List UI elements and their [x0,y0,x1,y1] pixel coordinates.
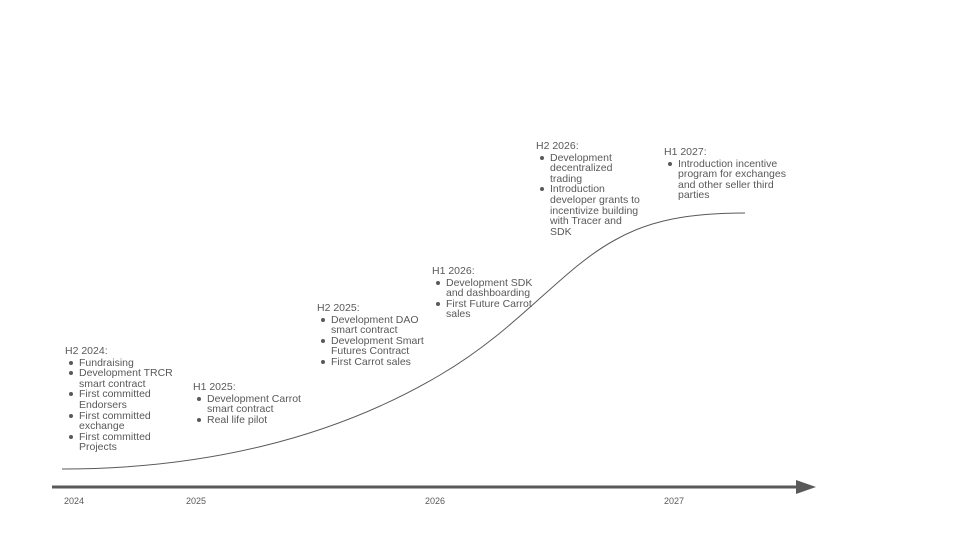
bullet-icon [69,371,73,376]
milestone-title: H2 2024: [65,345,108,357]
milestone-item: First Carrot sales [317,357,427,368]
milestone-item: Fundraising [65,357,175,369]
milestone-h1-2026: H1 2026: Development SDK and dashboardin… [432,266,547,320]
milestone-h2-2026: H2 2026: Development decentralized tradi… [536,141,641,237]
bullet-icon [69,360,73,365]
year-label-2026: 2026 [425,496,446,506]
milestone-title: H1 2026: [432,265,475,277]
bullet-icon [69,434,73,439]
milestone-item: First committed Endorsers [65,389,175,410]
year-label-2027: 2027 [664,496,685,506]
milestone-title: H1 2027: [664,146,707,158]
milestone-item: Introduction developer grants to incenti… [536,184,641,237]
milestone-item: Development SDK and dashboarding [432,277,547,299]
milestone-h1-2027: H1 2027: Introduction incentive program … [664,147,794,201]
milestone-item: Development decentralized trading [536,152,641,185]
milestone-item: Introduction incentive program for excha… [664,158,794,201]
milestone-item: Development Carrot smart contract [193,393,303,415]
bullet-icon [197,417,201,422]
growth-curve [61,212,746,470]
milestone-title: H2 2025: [317,302,360,314]
year-label-2024: 2024 [64,496,85,506]
milestone-item: Real life pilot [193,414,303,426]
bullet-icon [436,280,440,285]
milestone-item: First committed exchange [65,410,175,432]
bullet-icon [69,413,73,418]
bullet-icon [436,301,440,306]
bullet-icon [540,187,544,192]
bullet-icon [321,317,325,322]
milestone-item: Development TRCR smart contract [65,368,175,389]
milestone-h2-2025: H2 2025: Development DAO smart contract … [317,303,427,368]
milestone-item: Development Smart Futures Contract [317,336,427,357]
bullet-icon [668,161,672,166]
bullet-icon [540,155,544,160]
timeline-arrowhead [796,480,816,494]
milestone-item: First committed Projects [65,432,175,453]
bullet-icon [321,338,325,343]
bullet-icon [197,396,201,401]
milestone-title: H2 2026: [536,140,579,152]
milestone-h1-2025: H1 2025: Development Carrot smart contra… [193,382,303,425]
bullet-icon [69,392,73,397]
year-label-2025: 2025 [186,496,207,506]
milestone-title: H1 2025: [193,381,236,393]
bullet-icon [321,359,325,364]
milestone-item: First Future Carrot sales [432,299,547,320]
milestone-h2-2024: H2 2024: Fundraising Development TRCR sm… [65,346,175,453]
milestone-item: Development DAO smart contract [317,314,427,336]
